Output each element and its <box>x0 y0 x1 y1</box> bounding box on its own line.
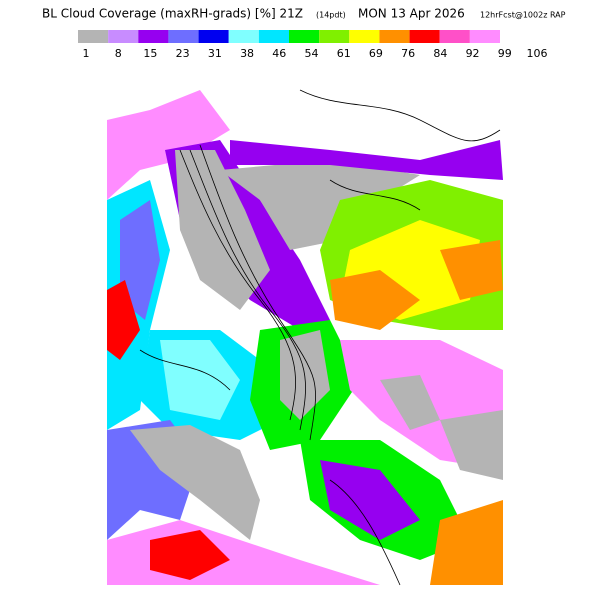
colorbar-swatch <box>168 30 199 43</box>
colorbar-label: 69 <box>369 47 383 60</box>
field <box>430 500 503 585</box>
colorbar-label: 54 <box>305 47 319 60</box>
colorbar-label: 31 <box>208 47 222 60</box>
source: 12hrFcst@1002z RAP <box>480 11 566 20</box>
colorbar-label: 92 <box>466 47 480 60</box>
contour <box>329 179 421 211</box>
field <box>107 90 230 200</box>
colorbar-swatch <box>228 30 259 43</box>
field <box>330 270 420 330</box>
title-date: MON 13 Apr 2026 <box>358 7 465 21</box>
field <box>107 280 140 360</box>
colorbar-swatch <box>78 30 109 43</box>
map-field <box>107 75 503 586</box>
colorbar-swatch <box>409 30 440 43</box>
colorbar-swatch <box>138 30 169 43</box>
title: BL Cloud Coverage (maxRH-grads) [%] 21Z <box>42 7 303 21</box>
title-note: (14pdt) <box>316 11 346 20</box>
field <box>230 140 503 180</box>
field <box>160 340 240 420</box>
colorbar-label: 46 <box>272 47 286 60</box>
colorbar-swatch <box>379 30 410 43</box>
colorbar-label: 61 <box>337 47 351 60</box>
colorbar-label: 8 <box>115 47 122 60</box>
colorbar-label: 23 <box>176 47 190 60</box>
field <box>150 530 230 580</box>
contour <box>189 149 306 431</box>
colorbar-swatch <box>108 30 139 43</box>
field <box>380 375 440 430</box>
colorbar-label: 15 <box>143 47 157 60</box>
colorbar-swatch <box>258 30 289 43</box>
colorbar-label: 106 <box>527 47 548 60</box>
colorbar-swatch <box>319 30 350 43</box>
colorbar-label: 99 <box>498 47 512 60</box>
contours <box>139 89 501 586</box>
field <box>120 200 160 320</box>
field <box>440 410 503 480</box>
colorbar-swatch <box>198 30 229 43</box>
colorbar-swatch <box>289 30 320 43</box>
colorbar-label: 76 <box>401 47 415 60</box>
contour <box>329 479 401 586</box>
colorbar-label: 84 <box>433 47 447 60</box>
contour <box>139 349 231 391</box>
colorbar: 1 8 15 23 31 38 46 54 61 69 76 84 92 99 106 <box>78 30 548 60</box>
colorbar-label: 38 <box>240 47 254 60</box>
field <box>220 160 420 250</box>
colorbar-swatch <box>439 30 470 43</box>
colorbar-swatch <box>349 30 380 43</box>
field <box>130 425 260 540</box>
field <box>440 240 503 300</box>
contour <box>179 149 296 421</box>
colorbar-label: 1 <box>83 47 90 60</box>
field <box>320 460 420 540</box>
contour <box>299 89 501 142</box>
contour <box>199 144 316 441</box>
colorbar-swatch <box>469 30 500 43</box>
